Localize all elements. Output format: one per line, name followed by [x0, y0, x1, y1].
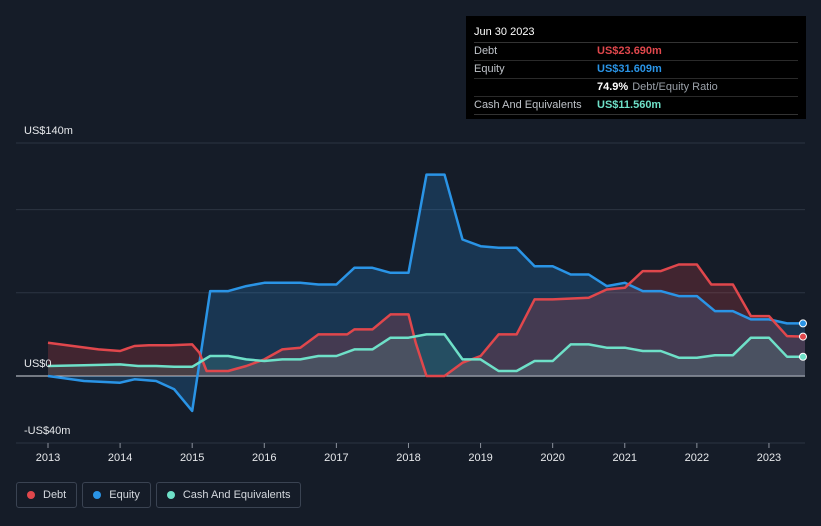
tooltip-cash-row: Cash And Equivalents US$11.560m	[474, 97, 798, 115]
cash-end-marker	[799, 352, 807, 361]
chart-legend: Debt Equity Cash And Equivalents	[16, 482, 302, 508]
grid-lines	[16, 142, 805, 444]
x-tick-label: 2020	[540, 452, 564, 464]
x-tick-label: 2022	[685, 452, 709, 464]
equity-line	[47, 173, 805, 413]
x-tick-label: 2019	[468, 452, 492, 464]
tooltip-ratio-row: 74.9% Debt/Equity Ratio	[474, 79, 798, 97]
x-tick-label: 2021	[613, 452, 637, 464]
legend-item-debt[interactable]: Debt	[16, 482, 78, 508]
cash-line	[47, 333, 806, 373]
legend-item-equity[interactable]: Equity	[82, 482, 151, 508]
debt-end-marker	[799, 332, 807, 341]
series-lines	[47, 173, 806, 413]
equity-end-marker	[799, 319, 807, 328]
x-tick-label: 2018	[396, 452, 420, 464]
x-tick-label: 2014	[108, 452, 132, 464]
y-tick-label-zero: US$0	[24, 358, 52, 370]
chart-tooltip: Jun 30 2023 Debt US$23.690m Equity US$31…	[466, 16, 806, 119]
tooltip-equity-value: US$31.609m	[597, 63, 662, 75]
x-tick-label: 2017	[324, 452, 348, 464]
equity-dot-icon	[93, 491, 102, 499]
cash-dot-icon	[166, 491, 175, 499]
tooltip-equity-row: Equity US$31.609m	[474, 61, 798, 79]
cash-area	[48, 334, 805, 376]
x-tick-label: 2016	[252, 452, 276, 464]
x-tick-label: 2013	[36, 452, 60, 464]
tooltip-debt-value: US$23.690m	[597, 45, 662, 57]
tooltip-date: Jun 30 2023	[474, 22, 798, 43]
tooltip-ratio-value: 74.9%	[597, 81, 629, 93]
tooltip-cash-label: Cash And Equivalents	[474, 99, 582, 111]
tooltip-debt-label: Debt	[474, 45, 498, 57]
tooltip-cash-value: US$11.560m	[597, 99, 662, 111]
debt-dot-icon	[27, 491, 35, 499]
x-tick-label: 2023	[757, 452, 781, 464]
legend-debt-label: Debt	[43, 489, 67, 501]
x-axis-ticks: 2013 2014 2015 2016 2017 2018 2019 2020 2021 2022…	[36, 443, 781, 464]
y-tick-label-bottom: -US$40m	[24, 425, 71, 437]
tooltip-debt-row: Debt US$23.690m	[474, 43, 798, 61]
tooltip-equity-label: Equity	[474, 63, 505, 75]
legend-item-cash[interactable]: Cash And Equivalents	[155, 482, 302, 508]
x-tick-label: 2015	[180, 452, 204, 464]
tooltip-ratio-label: Debt/Equity Ratio	[632, 81, 718, 93]
debt-line	[47, 263, 806, 378]
series-end-markers	[799, 319, 807, 361]
legend-equity-label: Equity	[109, 489, 140, 501]
legend-cash-label: Cash And Equivalents	[182, 489, 291, 501]
equity-area	[48, 174, 805, 411]
y-tick-label-top: US$140m	[24, 125, 73, 137]
